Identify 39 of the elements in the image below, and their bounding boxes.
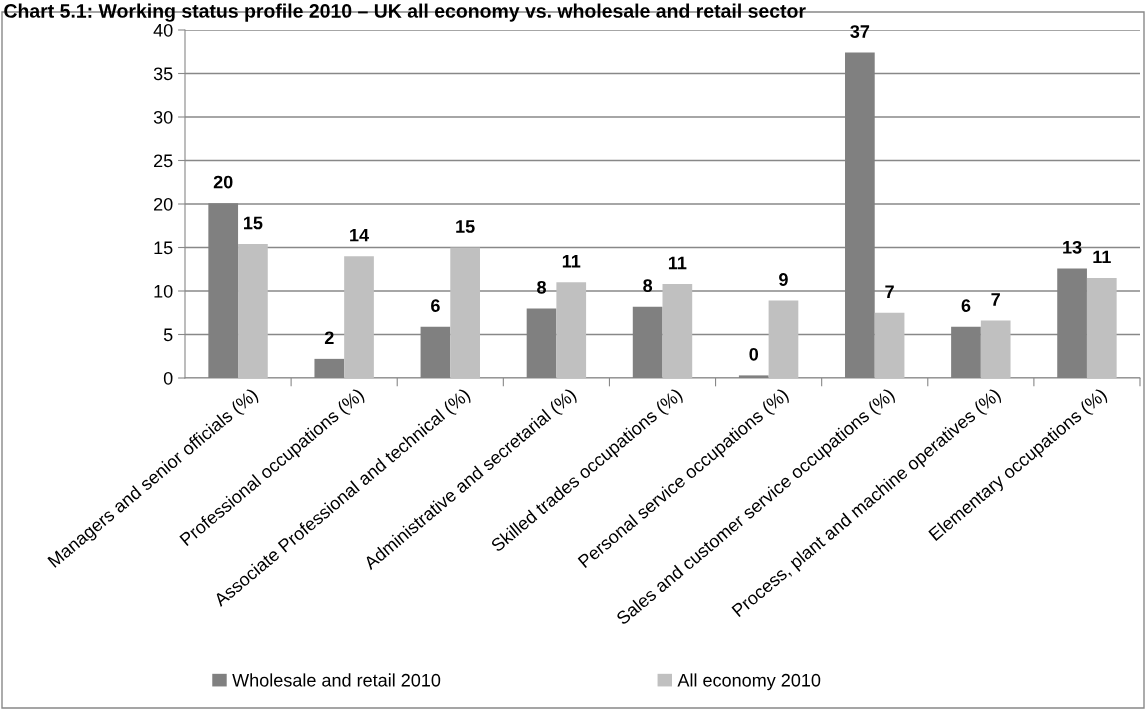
bar bbox=[662, 284, 693, 378]
data-label: 15 bbox=[456, 220, 475, 233]
bar bbox=[450, 247, 480, 378]
bar bbox=[1086, 277, 1117, 378]
bar bbox=[238, 244, 268, 378]
data-label: 7 bbox=[991, 293, 1000, 306]
data-label: 11 bbox=[562, 255, 581, 268]
bar bbox=[768, 300, 799, 378]
y-tick-label: 5 bbox=[163, 328, 173, 342]
y-tick-label: 40 bbox=[153, 23, 173, 37]
bar bbox=[556, 282, 587, 378]
data-label: 0 bbox=[749, 347, 759, 361]
bar bbox=[874, 312, 905, 378]
chart-title: Chart 5.1: Working status profile 2010 – UK all economy vs. wholesale and retail sector bbox=[4, 3, 806, 22]
data-label: 8 bbox=[643, 279, 653, 292]
data-label: 7 bbox=[885, 285, 894, 298]
y-tick-label: 15 bbox=[154, 241, 173, 255]
y-tick-label: 35 bbox=[153, 67, 173, 81]
data-label: 8 bbox=[537, 280, 546, 294]
y-tick-label: 0 bbox=[163, 371, 173, 385]
data-label: 11 bbox=[1093, 250, 1111, 264]
bar bbox=[344, 256, 374, 378]
data-label: 14 bbox=[350, 228, 369, 242]
data-label: 13 bbox=[1063, 240, 1082, 254]
legend-label: Wholesale and retail 2010 bbox=[232, 673, 441, 687]
data-label: 2 bbox=[324, 331, 334, 344]
data-label: 15 bbox=[244, 216, 263, 230]
y-tick-label: 25 bbox=[154, 154, 173, 168]
bar bbox=[980, 320, 1011, 378]
data-label: 6 bbox=[431, 299, 440, 312]
y-tick-label: 10 bbox=[154, 284, 173, 298]
data-label: 37 bbox=[850, 25, 870, 38]
y-tick-label: 20 bbox=[154, 197, 173, 211]
data-label: 6 bbox=[961, 299, 971, 312]
data-label: 11 bbox=[668, 256, 687, 270]
legend-label: All economy 2010 bbox=[677, 673, 821, 691]
data-label: 20 bbox=[213, 175, 233, 189]
data-label: 9 bbox=[779, 273, 788, 286]
y-tick-label: 30 bbox=[153, 110, 173, 124]
